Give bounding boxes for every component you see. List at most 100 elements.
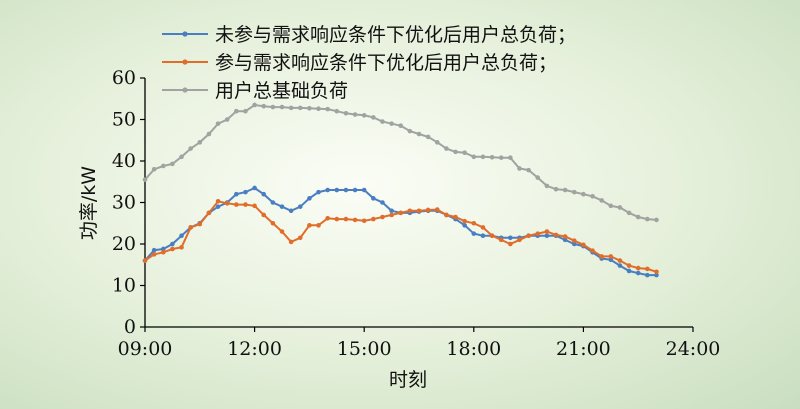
- data-point: [425, 134, 431, 140]
- legend-swatch-marker: [182, 87, 188, 93]
- data-point: [197, 140, 203, 145]
- data-point: [617, 263, 623, 268]
- data-point: [645, 216, 650, 222]
- data-point: [316, 189, 321, 195]
- data-point: [206, 131, 212, 137]
- y-tick-label: 30: [112, 192, 136, 214]
- legend-swatch-marker: [182, 59, 188, 65]
- data-point: [371, 216, 376, 222]
- data-point: [279, 229, 285, 234]
- data-point: [343, 216, 349, 222]
- data-point: [307, 196, 312, 201]
- data-point: [462, 223, 467, 228]
- data-point: [544, 183, 550, 189]
- data-point: [243, 202, 248, 207]
- y-ticks: 0 10 20 30 40 50 60: [112, 67, 145, 338]
- data-point: [489, 233, 495, 238]
- data-point: [160, 246, 166, 252]
- data-point: [215, 198, 221, 204]
- data-point: [389, 212, 394, 218]
- data-point: [562, 234, 568, 239]
- x-ticks: 09:00 12:00 15:00 18:00 21:00 24:00: [118, 327, 721, 360]
- data-point: [526, 233, 531, 238]
- data-point: [453, 214, 458, 220]
- data-point: [361, 187, 367, 193]
- data-point: [444, 212, 449, 218]
- data-point: [462, 218, 467, 224]
- data-point: [288, 208, 294, 214]
- data-point: [352, 217, 358, 223]
- data-point: [389, 208, 394, 214]
- unoptimized-participation-series: [142, 185, 659, 278]
- data-point: [151, 167, 157, 172]
- data-point: [581, 242, 586, 248]
- data-point: [444, 146, 449, 151]
- data-point: [571, 241, 577, 247]
- series-line: [144, 186, 657, 277]
- data-point: [535, 231, 541, 236]
- y-tick-label: 60: [112, 67, 136, 89]
- data-point: [170, 246, 175, 252]
- data-point: [380, 214, 385, 220]
- x-tick-label: 24:00: [666, 338, 721, 360]
- data-point: [389, 121, 394, 126]
- data-point: [252, 203, 257, 209]
- data-point: [608, 257, 614, 263]
- data-point: [407, 128, 413, 134]
- data-point: [416, 208, 422, 214]
- x-tick-label: 15:00: [337, 338, 392, 360]
- data-point: [599, 198, 604, 203]
- data-point: [571, 189, 577, 195]
- data-point: [197, 221, 203, 227]
- x-tick-label: 12:00: [227, 338, 282, 360]
- data-point: [261, 212, 267, 218]
- data-point: [243, 108, 248, 114]
- data-point: [434, 207, 440, 212]
- data-point: [626, 268, 632, 274]
- data-point: [617, 258, 623, 263]
- x-tick-label: 21:00: [556, 338, 611, 360]
- data-point: [343, 110, 349, 116]
- data-point: [160, 163, 166, 169]
- data-point: [517, 237, 522, 243]
- data-point: [279, 204, 285, 209]
- data-point: [407, 208, 413, 214]
- data-point: [334, 187, 340, 193]
- y-tick-label: 10: [112, 275, 136, 297]
- data-point: [215, 121, 221, 126]
- y-tick-label: 50: [112, 109, 136, 131]
- data-point: [498, 155, 504, 160]
- data-point: [270, 200, 276, 205]
- data-point: [142, 258, 148, 263]
- data-point: [288, 239, 294, 245]
- data-point: [471, 154, 477, 160]
- data-point: [307, 223, 312, 228]
- data-point: [581, 191, 586, 197]
- data-point: [635, 214, 641, 220]
- data-point: [489, 154, 495, 160]
- data-point: [188, 146, 193, 151]
- data-point: [297, 105, 303, 111]
- data-point: [526, 167, 531, 173]
- data-point: [508, 241, 513, 247]
- data-point: [142, 177, 148, 182]
- data-point: [608, 254, 614, 259]
- data-point: [334, 216, 340, 222]
- data-point: [261, 191, 267, 197]
- data-point: [361, 218, 367, 224]
- data-point: [307, 105, 312, 111]
- data-point: [626, 263, 632, 268]
- data-point: [425, 207, 431, 213]
- data-point: [654, 269, 659, 275]
- data-point: [608, 203, 614, 209]
- y-tick-label: 0: [124, 316, 136, 338]
- data-point: [471, 231, 477, 236]
- y-tick-label: 40: [112, 150, 136, 172]
- data-point: [234, 108, 239, 114]
- data-point: [261, 103, 267, 109]
- data-point: [224, 201, 230, 206]
- legend-label: 未参与需求响应条件下优化后用户总负荷；: [215, 24, 576, 46]
- legend: 未参与需求响应条件下优化后用户总负荷； 参与需求响应条件下优化后用户总负荷； 用户总…: [162, 24, 576, 102]
